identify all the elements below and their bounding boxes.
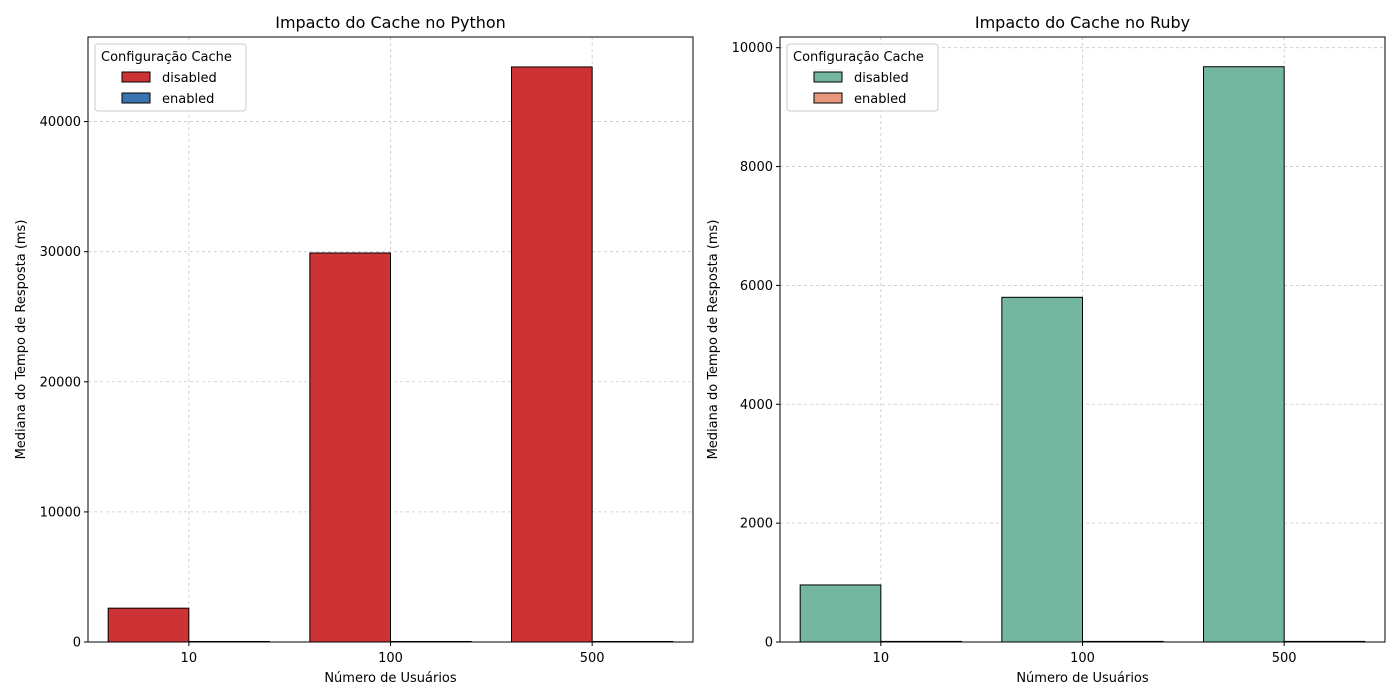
- y-tick-label: 10000: [732, 41, 773, 56]
- legend-label-enabled: enabled: [854, 92, 906, 107]
- legend-label-disabled: disabled: [854, 71, 909, 86]
- y-tick-label: 40000: [40, 115, 81, 130]
- bar-disabled-500: [1203, 66, 1285, 643]
- x-tick-label: 100: [1070, 651, 1095, 666]
- bar-disabled-100: [1001, 296, 1083, 643]
- y-tick-label: 8000: [740, 160, 773, 175]
- y-axis-label: Mediana do Tempo de Resposta (ms): [706, 220, 721, 460]
- legend-swatch-disabled: [813, 71, 843, 83]
- x-axis-label: Número de Usuários: [1016, 671, 1149, 686]
- x-tick-label: 500: [580, 651, 605, 666]
- x-tick-label: 100: [378, 651, 403, 666]
- y-tick-label: 0: [73, 636, 81, 651]
- x-tick-label: 10: [181, 651, 198, 666]
- bar-disabled-10: [107, 607, 190, 643]
- y-tick-label: 2000: [740, 517, 773, 532]
- x-tick-label: 10: [873, 651, 890, 666]
- y-tick-label: 4000: [740, 398, 773, 413]
- legend-swatch-disabled: [121, 71, 151, 83]
- chart-panel-2: 0 2000 4000 6000 8000 10000 10 100 500 Impacto do…: [706, 13, 1386, 686]
- y-tick-label: 30000: [40, 245, 81, 260]
- legend-swatch-enabled: [121, 92, 151, 104]
- legend-swatch-enabled: [813, 92, 843, 104]
- chart-title: Impacto do Cache no Ruby: [975, 13, 1190, 32]
- bar-disabled-100: [309, 252, 392, 643]
- bar-disabled-500: [511, 66, 593, 643]
- y-tick-label: 20000: [40, 375, 81, 390]
- legend-title: Configuração Cache: [101, 50, 232, 65]
- y-tick-label: 0: [765, 636, 773, 651]
- chart-title: Impacto do Cache no Python: [275, 13, 506, 32]
- y-tick-label: 10000: [40, 505, 81, 520]
- y-axis-label: Mediana do Tempo de Resposta (ms): [14, 220, 29, 460]
- legend-title: Configuração Cache: [793, 50, 924, 65]
- x-axis-label: Número de Usuários: [324, 671, 457, 686]
- legend: Configuração Cache disabled enabled: [94, 43, 247, 112]
- chart-panel-1: 0 10000 20000 30000 40000 10 100 500 Impacto do …: [14, 13, 694, 686]
- x-tick-label: 500: [1272, 651, 1297, 666]
- legend-label-disabled: disabled: [162, 71, 217, 86]
- bar-disabled-10: [799, 584, 882, 643]
- legend: Configuração Cache disabled enabled: [786, 43, 939, 112]
- y-tick-label: 6000: [740, 279, 773, 294]
- legend-label-enabled: enabled: [162, 92, 214, 107]
